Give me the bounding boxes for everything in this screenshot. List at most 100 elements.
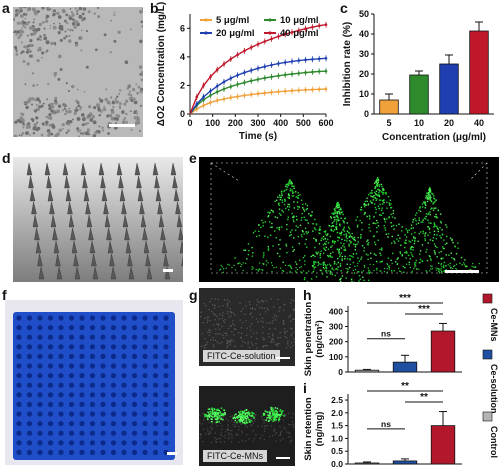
skin-retention-bar-chart: 0.0 0.5 1.0 1.5 2.0 2.5 ns ** ** Skin retention (n… xyxy=(303,382,462,468)
fitc-solution-image: FITC-Ce-solution xyxy=(199,288,295,366)
data-point xyxy=(229,85,233,88)
data-point xyxy=(277,35,280,38)
y-tick-label: 2.5 xyxy=(331,395,343,405)
bar xyxy=(409,74,429,115)
data-point xyxy=(317,24,321,28)
bar xyxy=(354,462,380,465)
bar xyxy=(439,63,459,115)
panel-label-b: b xyxy=(150,0,159,16)
data-point xyxy=(243,49,246,53)
y-axis-label-units: (ng/cm²) xyxy=(314,320,325,357)
data-point xyxy=(209,89,212,93)
scale-bar xyxy=(109,124,135,127)
y-tick-label: 30 xyxy=(359,49,369,59)
data-point xyxy=(249,93,253,96)
significance-label: ** xyxy=(420,392,428,403)
o2-release-line-chart: 0 2 4 6 0 100 200 300 400 500 600 Time (s) ΔO2 Conce… xyxy=(156,2,334,142)
data-point xyxy=(304,58,307,62)
microchannel-grid xyxy=(13,312,175,460)
data-point xyxy=(249,79,253,83)
data-point xyxy=(243,94,246,97)
x-axis-label: Time (s) xyxy=(239,131,277,142)
scale-bar xyxy=(276,457,290,459)
y-axis-label: ΔO2 Concentration (mg/L) xyxy=(156,2,167,126)
data-point xyxy=(249,69,253,72)
data-point xyxy=(222,62,226,66)
scale-bar xyxy=(167,452,177,455)
x-axis-label: Concentration (μg/ml) xyxy=(382,132,486,143)
data-point xyxy=(195,95,199,99)
y-tick-label: 10 xyxy=(359,89,369,99)
legend-marker xyxy=(204,31,208,35)
x-tick-label: 600 xyxy=(318,118,333,128)
data-point xyxy=(195,107,199,111)
data-point xyxy=(222,80,226,84)
fitc-mns-image: FITC-Ce-MNs xyxy=(199,386,295,466)
data-point xyxy=(256,66,260,70)
data-point xyxy=(277,90,280,94)
y-tick-label: 2 xyxy=(180,80,185,90)
legend-marker xyxy=(268,18,272,22)
data-point xyxy=(283,89,287,93)
data-point xyxy=(215,99,219,102)
x-tick-label: 400 xyxy=(273,118,288,128)
legend-label: 5 μg/ml xyxy=(216,15,249,26)
x-tick-label: 100 xyxy=(205,118,220,128)
data-point xyxy=(202,84,205,87)
tem-texture xyxy=(13,7,143,137)
data-point xyxy=(324,69,328,73)
y-axis-label: Inhibition rate (%) xyxy=(342,22,353,106)
y-tick-label: 6 xyxy=(180,23,185,33)
data-point xyxy=(277,74,280,78)
y-axis-label-units: (ng/mg) xyxy=(314,412,325,447)
y-tick-label: 0.5 xyxy=(331,446,343,456)
y-axis-label: Skin penetration xyxy=(303,302,314,377)
data-point xyxy=(263,40,267,43)
panel-label-a: a xyxy=(2,0,10,16)
confocal-3d-image xyxy=(199,157,499,282)
legend-label: 20 μg/ml xyxy=(216,28,255,39)
data-point xyxy=(290,30,294,34)
panel-label-i: i xyxy=(303,380,307,396)
data-point xyxy=(229,96,233,99)
data-point xyxy=(249,46,253,49)
legend-label: Control xyxy=(489,426,499,458)
y-tick-label: 200 xyxy=(329,337,343,347)
data-point xyxy=(202,95,205,99)
inhibition-bar-chart: 0 10 20 30 40 50 5 10 20 40 Concentration (μg/ml) I… xyxy=(342,9,494,143)
x-tick-label: 500 xyxy=(296,118,311,128)
y-tick-label: 100 xyxy=(329,352,343,362)
data-point xyxy=(297,29,301,32)
data-point xyxy=(297,88,301,92)
y-tick-label: 1.5 xyxy=(331,421,343,431)
data-point xyxy=(209,75,212,79)
data-point xyxy=(304,88,307,92)
significance-label: ** xyxy=(401,382,409,392)
data-point xyxy=(270,63,273,67)
panel-label-h: h xyxy=(303,287,312,303)
y-tick-label: 400 xyxy=(329,306,343,316)
y-tick-label: 0 xyxy=(338,367,343,377)
data-point xyxy=(317,70,321,73)
y-axis-label: Skin retention xyxy=(303,397,314,461)
x-tick-label: 40 xyxy=(474,118,484,128)
data-point xyxy=(236,95,239,98)
legend-marker xyxy=(268,31,272,35)
significance-label: ns xyxy=(381,419,391,429)
data-point xyxy=(236,83,239,86)
data-point xyxy=(270,90,273,94)
legend-marker xyxy=(204,18,208,22)
data-point xyxy=(311,88,314,91)
panel-label-e: e xyxy=(189,150,197,166)
data-point xyxy=(209,101,212,104)
microneedle-array xyxy=(13,157,183,282)
data-point xyxy=(324,87,328,91)
data-point xyxy=(236,73,239,77)
data-point xyxy=(277,62,280,65)
data-point xyxy=(215,68,219,72)
scale-bar xyxy=(445,270,479,273)
data-point xyxy=(283,32,287,36)
data-point xyxy=(311,70,314,74)
legend-label: Ce-solution xyxy=(489,364,499,414)
data-point xyxy=(209,94,212,97)
